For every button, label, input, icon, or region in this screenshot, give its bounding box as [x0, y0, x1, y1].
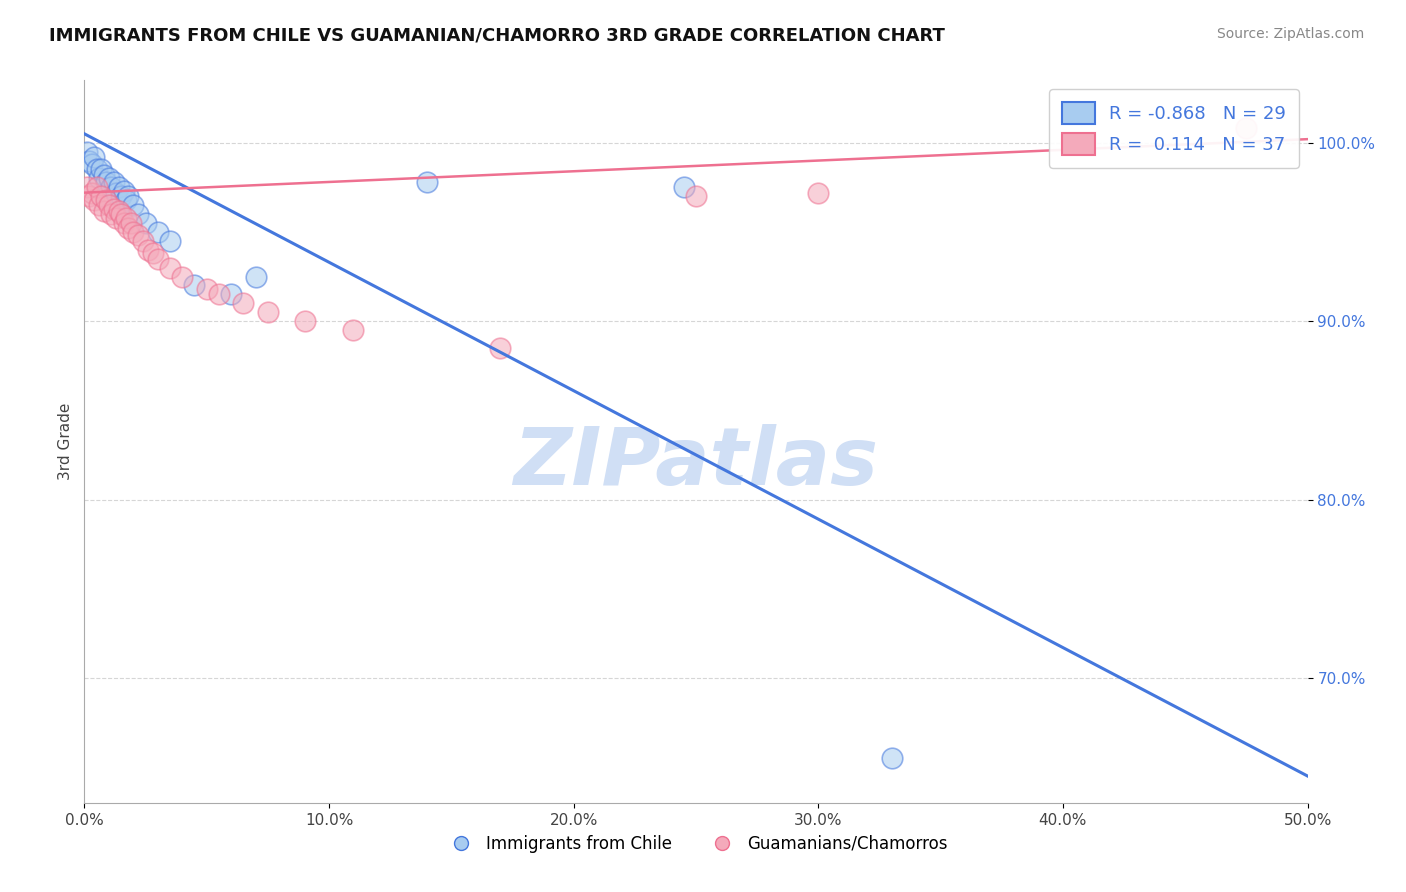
- Point: [807, 186, 830, 200]
- Text: Source: ZipAtlas.com: Source: ZipAtlas.com: [1216, 27, 1364, 41]
- Point: [90, 162, 112, 177]
- Point: [77, 153, 100, 168]
- Point: [77, 189, 100, 203]
- Point: [103, 202, 125, 216]
- Point: [100, 207, 122, 221]
- Point: [107, 203, 129, 218]
- Point: [112, 184, 135, 198]
- Point: [672, 180, 695, 194]
- Point: [83, 150, 105, 164]
- Point: [110, 189, 132, 203]
- Point: [120, 216, 142, 230]
- Point: [159, 260, 181, 275]
- Point: [135, 216, 157, 230]
- Point: [183, 278, 205, 293]
- Point: [127, 228, 149, 243]
- Point: [294, 314, 316, 328]
- Point: [80, 157, 103, 171]
- Point: [122, 225, 145, 239]
- Point: [489, 341, 512, 355]
- Point: [115, 193, 138, 207]
- Point: [107, 180, 129, 194]
- Point: [87, 198, 110, 212]
- Point: [86, 162, 108, 177]
- Point: [87, 171, 110, 186]
- Point: [117, 221, 139, 235]
- Text: IMMIGRANTS FROM CHILE VS GUAMANIAN/CHAMORRO 3RD GRADE CORRELATION CHART: IMMIGRANTS FROM CHILE VS GUAMANIAN/CHAMO…: [49, 27, 945, 45]
- Point: [257, 305, 280, 319]
- Point: [105, 186, 128, 200]
- Y-axis label: 3rd Grade: 3rd Grade: [58, 403, 73, 480]
- Point: [208, 287, 231, 301]
- Point: [232, 296, 254, 310]
- Point: [110, 207, 132, 221]
- Point: [342, 323, 364, 337]
- Point: [142, 246, 165, 260]
- Point: [880, 751, 903, 765]
- Point: [127, 207, 149, 221]
- Point: [416, 175, 439, 189]
- Point: [90, 189, 112, 203]
- Point: [93, 168, 115, 182]
- Point: [96, 175, 118, 189]
- Point: [97, 171, 120, 186]
- Point: [80, 186, 103, 200]
- Point: [136, 243, 159, 257]
- Point: [146, 225, 169, 239]
- Point: [195, 282, 218, 296]
- Point: [97, 198, 120, 212]
- Point: [172, 269, 194, 284]
- Point: [76, 145, 98, 159]
- Point: [159, 234, 181, 248]
- Point: [146, 252, 169, 266]
- Point: [685, 189, 707, 203]
- Point: [132, 234, 155, 248]
- Legend: Immigrants from Chile, Guamanians/Chamorros: Immigrants from Chile, Guamanians/Chamor…: [437, 828, 955, 860]
- Point: [1236, 121, 1258, 136]
- Point: [86, 180, 108, 194]
- Point: [117, 189, 139, 203]
- Point: [219, 287, 242, 301]
- Point: [103, 175, 125, 189]
- Point: [100, 180, 122, 194]
- Text: ZIPatlas: ZIPatlas: [513, 425, 879, 502]
- Point: [93, 203, 115, 218]
- Point: [115, 211, 138, 225]
- Point: [105, 211, 128, 225]
- Point: [96, 193, 118, 207]
- Point: [112, 216, 135, 230]
- Point: [76, 180, 98, 194]
- Point: [122, 198, 145, 212]
- Point: [83, 193, 105, 207]
- Point: [245, 269, 267, 284]
